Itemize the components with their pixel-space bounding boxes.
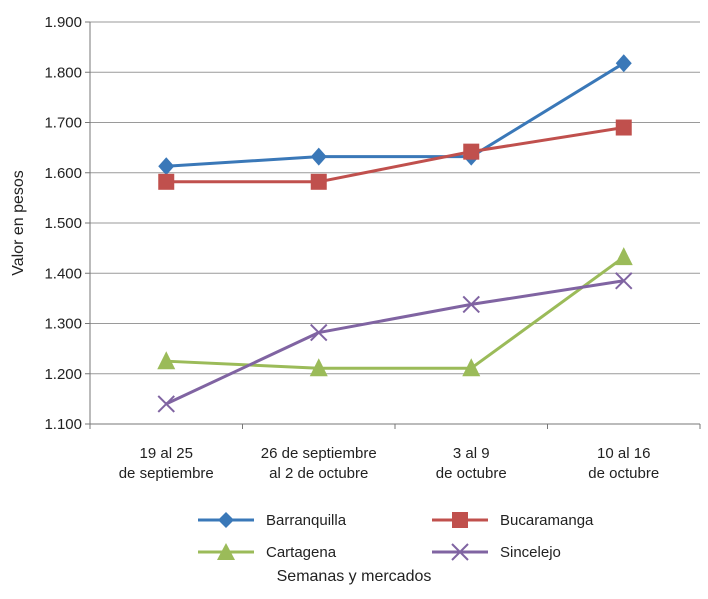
legend-triangle <box>217 543 235 560</box>
data-point-cartagena <box>309 358 328 377</box>
y-tick-label: 1.100 <box>44 416 82 433</box>
series-line-bucaramanga <box>166 126 624 184</box>
legend-label: Cartagena <box>266 543 337 561</box>
y-tick-label: 1.300 <box>44 316 82 333</box>
x-tick-label: de octubre <box>588 465 659 482</box>
data-point-bucaramanga <box>158 173 175 190</box>
data-point-sincelejo <box>310 323 328 342</box>
legend-marker-triangle-icon <box>198 543 254 560</box>
data-point-barranquilla <box>615 54 632 73</box>
legend-x <box>451 543 469 561</box>
data-point-cartagena <box>157 351 176 370</box>
legend-item-bucaramanga: Bucaramanga <box>430 508 593 532</box>
legend-diamond <box>218 512 234 528</box>
data-point-cartagena <box>614 247 633 266</box>
legend-item-sincelejo: Sincelejo <box>430 540 561 564</box>
data-point-bucaramanga <box>463 143 480 160</box>
series-line-cartagena <box>166 255 625 370</box>
data-point-barranquilla <box>158 157 175 176</box>
legend-label: Bucaramanga <box>500 511 594 529</box>
x-tick-label: de septiembre <box>119 465 214 482</box>
legend-marker-x-icon <box>432 543 488 561</box>
data-point-cartagena <box>462 358 481 377</box>
x-tick-label: 19 al 25 <box>140 445 193 462</box>
data-point-bucaramanga <box>310 173 327 190</box>
legend-square <box>452 512 468 528</box>
data-point-bucaramanga <box>615 119 632 136</box>
y-tick-label: 1.800 <box>44 64 82 81</box>
y-tick-label: 1.500 <box>44 215 82 232</box>
data-point-barranquilla <box>310 147 327 166</box>
data-point-sincelejo <box>157 395 175 413</box>
data-point-sincelejo <box>462 295 480 314</box>
legend-label: Sincelejo <box>500 543 561 561</box>
x-tick-label: 26 de septiembre <box>261 445 377 462</box>
legend-item-barranquilla: Barranquilla <box>196 508 346 532</box>
legend-label: Barranquilla <box>266 511 347 529</box>
x-tick-label: al 2 de octubre <box>269 465 368 482</box>
y-tick-label: 1.400 <box>44 265 82 282</box>
y-tick-label: 1.700 <box>44 115 82 132</box>
y-tick-label: 1.900 <box>44 14 82 31</box>
series-line-sincelejo <box>165 279 624 406</box>
y-tick-label: 1.600 <box>44 165 82 182</box>
x-tick-label: 3 al 9 <box>453 445 490 462</box>
legend-marker-square-icon <box>432 512 488 528</box>
data-point-sincelejo <box>615 272 633 290</box>
y-tick-label: 1.200 <box>44 366 82 383</box>
legend-item-cartagena: Cartagena <box>196 540 336 564</box>
y-axis-title: Valor en pesos <box>10 170 27 276</box>
x-tick-label: 10 al 16 <box>597 445 650 462</box>
x-tick-label: de octubre <box>436 465 507 482</box>
legend-marker-diamond-icon <box>198 512 254 528</box>
x-axis-title: Semanas y mercados <box>276 568 432 585</box>
series-line-barranquilla <box>166 61 625 168</box>
